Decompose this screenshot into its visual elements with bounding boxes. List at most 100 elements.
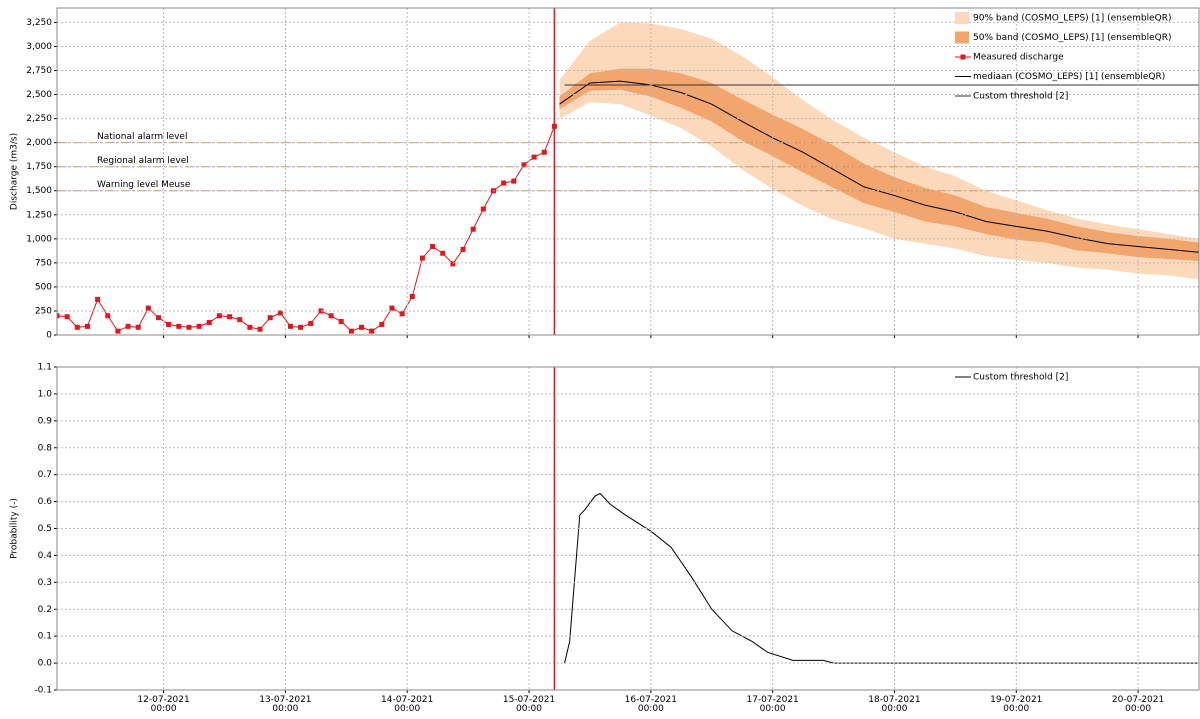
marker [470, 226, 476, 232]
marker [105, 313, 111, 319]
legend-label: Measured discharge [973, 53, 1064, 63]
x-tick-label: 20-07-2021 00:00 [1112, 695, 1164, 714]
marker [227, 314, 233, 320]
y-tick-label: 0.4 [38, 551, 53, 561]
y-tick-label: 250 [35, 306, 52, 316]
legend-label: 50% band (COSMO_LEPS) [1] (ensembleQR) [973, 33, 1171, 43]
y-tick-label: 2,750 [26, 66, 52, 76]
series-line [57, 126, 555, 332]
marker [216, 313, 222, 319]
y-tick-label: 0.8 [38, 443, 53, 453]
alarm-level-label: Warning level Meuse [97, 180, 191, 190]
x-tick-label-line: 00:00 [1125, 704, 1151, 714]
series-line [559, 80, 1199, 253]
x-tick-label-line: 00:00 [1003, 704, 1029, 714]
band [559, 22, 1199, 280]
x-tick-label-line: 18-07-2021 [868, 695, 920, 705]
marker [247, 324, 253, 330]
marker [511, 178, 517, 184]
marker [196, 323, 202, 329]
marker [135, 324, 141, 330]
x-tick-label-line: 14-07-2021 [381, 695, 433, 705]
marker [328, 313, 334, 319]
marker [399, 311, 405, 317]
legend-label: mediaan (COSMO_LEPS) [1] (ensembleQR) [973, 72, 1165, 82]
x-tick-label-line: 16-07-2021 [625, 695, 677, 705]
marker [237, 317, 243, 323]
x-tick-label: 19-07-2021 00:00 [990, 695, 1042, 714]
marker [267, 315, 273, 321]
x-tick-label-line: 20-07-2021 [1112, 695, 1164, 705]
marker [95, 296, 101, 302]
marker [531, 154, 537, 160]
marker [115, 328, 121, 334]
legend-swatch [960, 54, 966, 60]
y-tick-label: 1,500 [26, 186, 52, 196]
x-tick-label-line: 00:00 [881, 704, 907, 714]
x-tick-label: 18-07-2021 00:00 [868, 695, 920, 714]
y-tick-label: 1,250 [26, 210, 52, 220]
marker [145, 305, 151, 311]
marker [541, 149, 547, 155]
y-tick-label: 0.5 [38, 524, 52, 534]
x-tick-label: 17-07-2021 00:00 [746, 695, 798, 714]
plot-frame [56, 7, 1200, 336]
y-tick-label: 0.2 [38, 605, 52, 615]
y-tick-label: -0.1 [34, 686, 52, 696]
marker [186, 324, 192, 330]
y-tick-label: 2,000 [26, 138, 52, 148]
marker [450, 261, 456, 267]
x-tick-label-line: 00:00 [394, 704, 420, 714]
x-tick-label: 15-07-2021 00:00 [503, 695, 555, 714]
legend-label: Custom threshold [2] [973, 373, 1068, 383]
marker [308, 320, 314, 326]
x-tick-label-line: 13-07-2021 [259, 695, 311, 705]
marker [64, 314, 70, 320]
marker [156, 315, 162, 321]
marker [480, 206, 486, 212]
legend-label: Custom threshold [2] [973, 92, 1068, 102]
marker [359, 324, 365, 330]
y-tick-label: 2,250 [26, 114, 52, 124]
y-axis-label: Discharge (m3/s) [10, 133, 20, 210]
marker [521, 162, 527, 168]
x-tick-label: 12-07-2021 00:00 [137, 695, 189, 714]
marker [369, 328, 375, 334]
y-tick-label: 0.1 [38, 632, 52, 642]
x-tick-label-line: 00:00 [272, 704, 298, 714]
y-tick-label: 1,000 [26, 234, 52, 244]
marker [84, 323, 90, 329]
y-tick-label: 1.1 [38, 363, 52, 373]
marker [338, 319, 344, 325]
panel: 0 250 500 750 1,000 1,250 1,500 1,750 2,000 2,250… [10, 7, 1200, 341]
marker [419, 255, 425, 261]
y-tick-label: 3,000 [26, 42, 52, 52]
marker [166, 321, 172, 327]
x-tick-label: 16-07-2021 00:00 [625, 695, 677, 714]
marker [298, 324, 304, 330]
marker [277, 310, 283, 316]
plot-frame [56, 366, 1200, 691]
plot [564, 492, 1199, 664]
legend-swatch [955, 31, 969, 44]
x-tick-label-line: 19-07-2021 [990, 695, 1042, 705]
y-tick-label: 1,750 [26, 162, 52, 172]
marker [74, 324, 80, 330]
alarm-level-label: Regional alarm level [97, 156, 189, 166]
marker [125, 323, 131, 329]
x-tick-label-line: 00:00 [151, 704, 177, 714]
marker [501, 180, 507, 186]
marker [379, 321, 385, 327]
marker [348, 328, 354, 334]
y-tick-label: 750 [35, 258, 52, 268]
marker [389, 305, 395, 311]
legend-swatch [955, 12, 969, 24]
y-tick-label: 2,500 [26, 90, 52, 100]
band [559, 68, 1199, 261]
marker [176, 323, 182, 329]
x-tick-label: 13-07-2021 00:00 [259, 695, 311, 714]
plot [57, 22, 1199, 334]
y-tick-label: 0.9 [38, 416, 53, 426]
